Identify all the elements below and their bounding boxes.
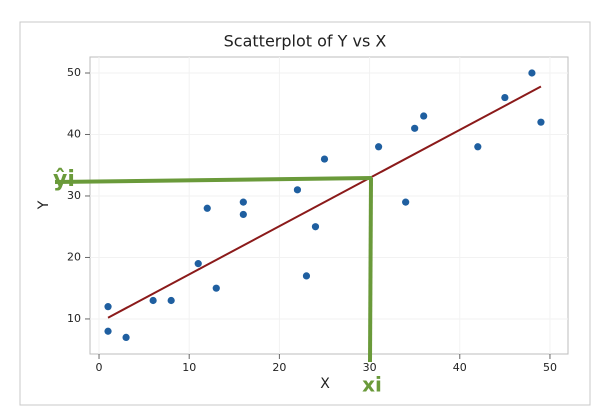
point (167, 296, 175, 305)
point (239, 210, 247, 219)
point (302, 272, 311, 280)
x-tick-label: 20 (272, 361, 286, 374)
point (239, 198, 247, 206)
point (411, 124, 419, 132)
point (528, 69, 536, 77)
point (149, 296, 157, 305)
x-axis-label: X (320, 376, 330, 392)
point (104, 303, 112, 311)
fit-line (107, 85, 542, 319)
y-tick-label: 40 (67, 127, 81, 140)
plot-area (89, 56, 569, 355)
point (122, 333, 130, 341)
annotation-line (368, 177, 373, 363)
x-tick-label: 10 (182, 361, 196, 374)
point (320, 155, 329, 163)
x-tick-label: 30 (363, 361, 377, 374)
point (537, 118, 545, 126)
point (104, 327, 112, 335)
point (194, 260, 202, 268)
x-tick-label: 50 (543, 361, 557, 374)
point (474, 143, 482, 151)
y-tick-label: 30 (67, 189, 81, 202)
chart-title: Scatterplot of Y vs X (224, 32, 387, 51)
x-tick-label: 0 (96, 361, 103, 374)
y-axis-label: Y (36, 200, 52, 210)
point (311, 223, 320, 231)
annotation-line (54, 176, 373, 184)
annotation-label: ŷi (53, 167, 75, 192)
y-tick-label: 20 (67, 250, 81, 263)
y-tick-label: 10 (67, 312, 81, 325)
point (501, 93, 509, 102)
point (212, 284, 220, 292)
point (402, 198, 410, 206)
point (375, 143, 383, 151)
y-tick-label: 50 (67, 66, 81, 79)
annotation-label: xi (362, 373, 382, 397)
point (203, 204, 211, 212)
point (293, 186, 302, 194)
plot-layer: 0 10 20 30 40 50 10 20 30 40 50 (67, 57, 568, 374)
x-tick-label: 40 (453, 361, 467, 374)
point (420, 112, 428, 120)
